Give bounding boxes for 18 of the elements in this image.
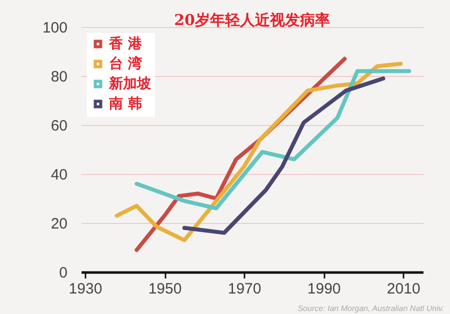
x-tick-label: 1970 xyxy=(228,280,262,298)
y-tick-label: 80 xyxy=(50,68,68,86)
legend-label: 台 湾 xyxy=(109,55,142,72)
line-series xyxy=(182,76,386,235)
x-tick-label: 1930 xyxy=(68,280,102,298)
y-tick-label: 20 xyxy=(50,216,68,232)
chart-title: 20岁年轻人近视发病率 xyxy=(174,11,330,29)
x-tick-label: 1990 xyxy=(307,280,341,298)
source-note: Source: Ian Morgan, Australian Natl Univ. xyxy=(298,304,444,313)
y-tick-label: 60 xyxy=(50,118,68,134)
legend-label: 新加坡 xyxy=(108,75,152,92)
x-tick-label: 2010 xyxy=(386,280,420,298)
y-tick-label: 40 xyxy=(50,166,68,184)
y-tick-label: 100 xyxy=(42,20,68,36)
y-tick-label: 0 xyxy=(59,264,68,282)
legend-label: 香 港 xyxy=(108,36,143,52)
x-tick-label: 1950 xyxy=(148,280,182,298)
legend-label: 南 韩 xyxy=(108,96,142,112)
